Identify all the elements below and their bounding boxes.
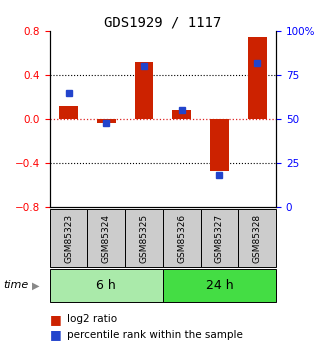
Bar [201,209,238,267]
Bar [134,62,153,119]
Bar [97,119,116,124]
Text: percentile rank within the sample: percentile rank within the sample [67,330,243,339]
Text: 24 h: 24 h [206,279,233,292]
Bar [87,209,125,267]
Text: GSM85326: GSM85326 [177,214,186,263]
Bar [172,110,191,119]
Text: 6 h: 6 h [96,279,116,292]
Bar [50,209,87,267]
Text: GSM85325: GSM85325 [140,214,149,263]
Bar [163,269,276,302]
Bar [238,209,276,267]
Text: GSM85323: GSM85323 [64,214,73,263]
Bar [59,106,78,119]
Text: ▶: ▶ [32,280,39,290]
Bar [125,209,163,267]
Bar [50,269,163,302]
Bar [248,37,267,119]
Text: GSM85327: GSM85327 [215,214,224,263]
Bar [210,119,229,171]
Text: ■: ■ [50,313,62,326]
Bar [163,209,201,267]
Text: ■: ■ [50,328,62,341]
Text: GSM85324: GSM85324 [102,214,111,263]
Text: GSM85328: GSM85328 [253,214,262,263]
Text: log2 ratio: log2 ratio [67,314,117,324]
Text: time: time [3,280,29,290]
Title: GDS1929 / 1117: GDS1929 / 1117 [104,16,221,30]
